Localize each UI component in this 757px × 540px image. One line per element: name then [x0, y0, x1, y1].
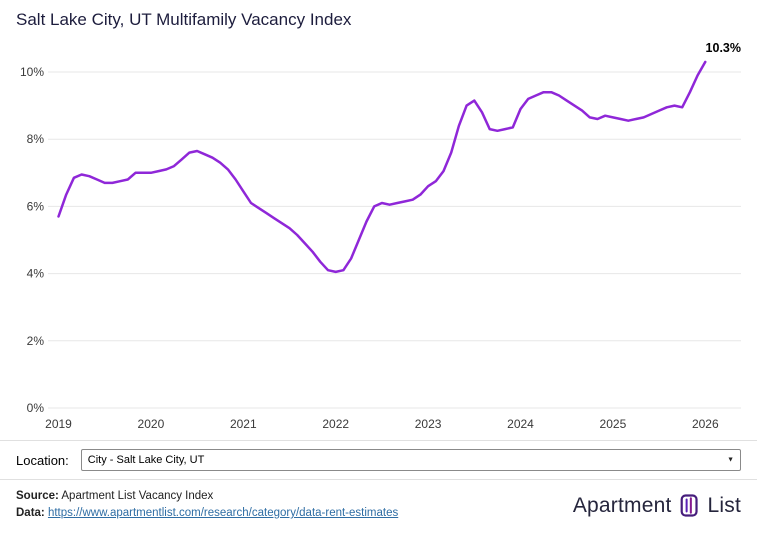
- svg-text:2026: 2026: [692, 417, 719, 431]
- logo-text-apartment: Apartment: [572, 493, 672, 517]
- divider-top: [0, 440, 757, 441]
- svg-text:8%: 8%: [27, 132, 45, 146]
- apartment-list-logo: Apartment List: [573, 492, 741, 519]
- data-line: Data: https://www.apartmentlist.com/rese…: [16, 505, 398, 522]
- location-dropdown[interactable]: City - Salt Lake City, UT ▼: [80, 449, 741, 471]
- location-row: Location: City - Salt Lake City, UT ▼: [16, 449, 741, 471]
- svg-text:4%: 4%: [27, 267, 45, 281]
- apartment-list-logo-icon: [680, 494, 698, 517]
- svg-text:2019: 2019: [45, 417, 72, 431]
- divider-bottom: [0, 479, 757, 480]
- data-link[interactable]: https://www.apartmentlist.com/research/c…: [47, 507, 399, 519]
- svg-text:2021: 2021: [230, 417, 257, 431]
- source-label: Source:: [16, 490, 59, 502]
- footer-attribution: Source: Apartment List Vacancy Index Dat…: [16, 488, 398, 522]
- source-text: Apartment List Vacancy Index: [58, 490, 214, 502]
- svg-text:0%: 0%: [27, 401, 45, 415]
- location-dropdown-value: City - Salt Lake City, UT: [87, 454, 205, 466]
- vacancy-line-chart: 0% 2% 4% 6% 8% 10% 2019 2020 2021 2022 2023 2024 202…: [20, 41, 741, 431]
- svg-text:2023: 2023: [415, 417, 442, 431]
- svg-text:10.3%: 10.3%: [706, 41, 741, 55]
- svg-text:10%: 10%: [20, 65, 44, 79]
- svg-text:2025: 2025: [600, 417, 627, 431]
- chart-title: Salt Lake City, UT Multifamily Vacancy I…: [16, 10, 352, 29]
- chevron-down-icon: ▼: [727, 456, 734, 464]
- source-line: Source: Apartment List Vacancy Index: [16, 488, 398, 505]
- svg-text:6%: 6%: [27, 199, 45, 213]
- svg-text:2024: 2024: [507, 417, 534, 431]
- location-label: Location:: [16, 452, 69, 468]
- svg-text:2022: 2022: [322, 417, 349, 431]
- data-label: Data:: [16, 507, 45, 519]
- svg-text:2020: 2020: [138, 417, 165, 431]
- logo-text-list: List: [707, 493, 741, 517]
- svg-text:2%: 2%: [27, 334, 45, 348]
